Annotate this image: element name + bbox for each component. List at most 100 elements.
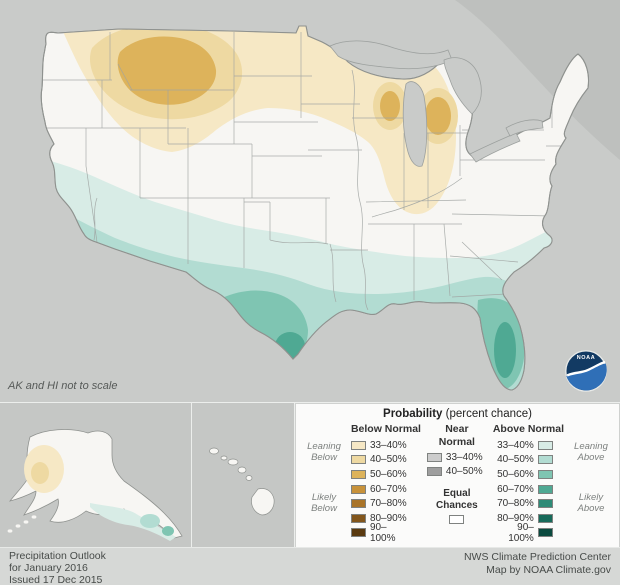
legend-row: 40–50%: [493, 453, 564, 468]
footer-credit-climategov: Map by NOAA Climate.gov: [486, 563, 611, 576]
footer-right: NWS Climate Prediction Center Map by NOA…: [464, 551, 611, 576]
below-range-1: 33–40%: [369, 439, 407, 451]
legend-side-labels-left: Leaning Below Likely Below: [303, 423, 345, 540]
legend-body: Leaning Below Likely Below Below Normal …: [303, 423, 612, 544]
noaa-logo-text: NOAA: [577, 355, 596, 361]
noaa-logo-gull-icon: [566, 360, 606, 377]
below-normal-header: Below Normal: [350, 423, 421, 435]
legend-row: 60–70%: [350, 482, 421, 497]
footer-left: Precipitation Outlook for January 2016 I…: [9, 550, 106, 585]
lake-superior: [329, 40, 453, 70]
above-range-4: 60–70%: [497, 483, 534, 495]
below-50-60-michigan: [425, 97, 451, 135]
near-swatch-1: [426, 452, 442, 462]
below-range-4: 60–70%: [369, 483, 407, 495]
footer-period: for January 2016: [9, 561, 88, 574]
above-range-7: 90–100%: [508, 521, 534, 544]
scale-note: AK and HI not to scale: [8, 380, 118, 392]
alaska-inset: [0, 403, 192, 548]
near-normal-header: Near Normal: [438, 423, 475, 448]
below-range-7: 90–100%: [369, 521, 396, 544]
above-normal-header: Above Normal: [492, 423, 565, 435]
legend-panel: Probability (percent chance) Leaning Bel…: [295, 403, 620, 548]
legend-row: 40–50%: [426, 465, 487, 480]
noaa-logo: NOAA: [565, 350, 607, 392]
above-range-2: 40–50%: [497, 454, 534, 466]
legend-row: 60–70%: [493, 482, 564, 497]
legend-row: 90–100%: [350, 522, 421, 544]
legend-row: 33–40%: [493, 438, 564, 453]
equal-chances-swatch: [449, 515, 465, 525]
below-swatch-1: [350, 440, 366, 450]
lake-ontario: [505, 119, 544, 137]
footer-title: Precipitation Outlook: [9, 550, 106, 562]
alaska-inset-svg: [0, 403, 191, 548]
below-50-60-wisconsin: [380, 91, 400, 121]
near-range-1: 33–40%: [445, 451, 483, 463]
below-swatch-6: [350, 513, 366, 523]
footer-credit-cpc: NWS Climate Prediction Center: [463, 551, 611, 563]
leaning-above-label: Leaning Above: [574, 440, 608, 463]
legend-row: 90–100%: [493, 522, 564, 544]
hawaii-water: [192, 403, 294, 548]
legend-row: 33–40%: [350, 438, 421, 453]
below-range-2: 40–50%: [369, 454, 407, 466]
bottom-strip: Probability (percent chance) Leaning Bel…: [0, 402, 620, 548]
near-swatch-2: [426, 467, 442, 477]
legend-title-word: Probability: [383, 408, 443, 420]
legend-side-labels-right: Leaning Above Likely Above: [570, 423, 612, 540]
legend-row: 40–50%: [350, 453, 421, 468]
hawaii-islands: [209, 447, 275, 516]
legend-row: 80–90%: [493, 511, 564, 526]
lake-huron: [443, 57, 482, 115]
above-swatch-5: [537, 499, 553, 509]
alaska-above-50-60: [162, 526, 174, 536]
below-50-60-region: [117, 36, 217, 105]
atlantic-shade: [455, 0, 620, 160]
hawaii-inset-svg: [192, 403, 294, 548]
legend-row: 33–40%: [426, 450, 487, 465]
likely-above-label: Likely Above: [577, 491, 605, 514]
footer-bar: Precipitation Outlook for January 2016 I…: [0, 547, 620, 585]
below-swatch-2: [350, 455, 366, 465]
above-swatch-4: [537, 484, 553, 494]
legend-title-note: (percent chance): [445, 408, 532, 420]
above-swatch-7: [537, 528, 553, 538]
above-60-70-florida-core: [494, 322, 516, 378]
above-swatch-6: [537, 513, 553, 523]
conus-map-area: AK and HI not to scale NOAA: [8, 0, 620, 392]
lake-michigan: [402, 81, 428, 167]
legend-row: 50–60%: [493, 467, 564, 482]
alaska-above-33-40: [90, 503, 176, 541]
legend-below-column: Below Normal 33–40% 40–50% 50–60% 60–70%…: [350, 423, 421, 544]
lake-erie: [469, 132, 521, 163]
hawaii-inset: [192, 403, 295, 548]
above-swatch-2: [537, 455, 553, 465]
above-swatch-3: [537, 469, 553, 479]
above-range-1: 33–40%: [497, 439, 534, 451]
legend-row: 80–90%: [350, 511, 421, 526]
below-range-6: 80–90%: [369, 512, 407, 524]
below-range-5: 70–80%: [369, 498, 407, 510]
legend-row: 50–60%: [350, 467, 421, 482]
alaska-above-40-50: [140, 514, 160, 528]
conus-map-svg: [40, 0, 620, 391]
legend-near-column: Near Normal 33–40% 40–50% Equal Chances: [426, 423, 487, 540]
equal-chances-label: Equal Chances: [436, 488, 478, 512]
legend-row: 70–80%: [493, 496, 564, 511]
leaning-below-label: Leaning Below: [307, 440, 341, 463]
alaska-below-40-50: [31, 462, 49, 484]
above-swatch-1: [537, 440, 553, 450]
below-swatch-5: [350, 499, 366, 509]
state-borders: [42, 32, 566, 311]
below-swatch-7: [350, 528, 366, 538]
below-swatch-4: [350, 484, 366, 494]
below-range-3: 50–60%: [369, 468, 407, 480]
below-swatch-3: [350, 469, 366, 479]
aleutian-islands: [7, 515, 37, 533]
near-range-2: 40–50%: [445, 466, 483, 478]
above-range-5: 70–80%: [497, 498, 534, 510]
great-lakes: [329, 40, 544, 167]
legend-title: Probability (percent chance): [303, 408, 612, 420]
